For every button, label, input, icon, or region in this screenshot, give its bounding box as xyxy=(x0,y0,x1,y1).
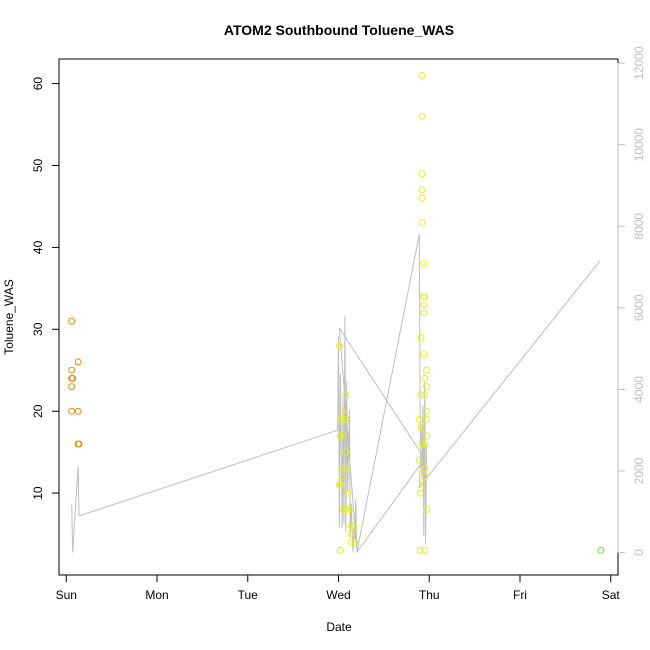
data-point-1-18 xyxy=(345,506,353,513)
x-tick-label-2: Tue xyxy=(238,588,259,602)
y-axis-right: 0 2000 4000 6000 8000 10000 12000 xyxy=(617,46,646,556)
y-tick-label-0: 10 xyxy=(31,486,45,500)
y2-tick-label-3: 6000 xyxy=(632,294,646,321)
data-point-1-34 xyxy=(418,112,426,120)
data-point-0-0 xyxy=(68,317,76,325)
data-point-1-55 xyxy=(423,432,430,440)
data-point-1-33 xyxy=(418,71,426,79)
x-tick-label-4: Thu xyxy=(419,588,440,602)
secondary-series-line xyxy=(71,234,601,553)
y2-tick-label-0: 0 xyxy=(632,549,646,556)
x-tick-label-5: Fri xyxy=(513,588,527,602)
x-tick-label-0: Sun xyxy=(56,588,77,602)
data-point-1-13 xyxy=(342,415,350,423)
data-point-1-26 xyxy=(416,489,424,497)
y2-tick-label-4: 8000 xyxy=(632,213,646,240)
data-point-1-25 xyxy=(415,456,423,464)
data-point-1-35 xyxy=(418,170,426,178)
chart-title: ATOM2 Southbound Toluene_WAS xyxy=(224,22,454,38)
data-point-1-50 xyxy=(421,546,429,554)
data-point-1-44 xyxy=(420,350,428,358)
data-point-1-22 xyxy=(350,522,358,530)
data-point-1-36 xyxy=(418,186,426,194)
data-point-1-45 xyxy=(421,374,429,382)
y-axis-label: Toluene_WAS xyxy=(2,279,16,355)
data-point-1-2 xyxy=(336,432,344,440)
data-point-1-20 xyxy=(347,530,355,538)
data-point-1-52 xyxy=(423,383,430,391)
data-point-0-6 xyxy=(74,358,82,366)
y2-tick-label-6: 12000 xyxy=(632,46,646,80)
plot-frame xyxy=(58,58,619,576)
y-tick-label-1: 20 xyxy=(31,404,45,418)
x-tick-label-6: Sat xyxy=(602,588,621,602)
data-point-1-54 xyxy=(423,415,430,423)
x-axis-label: Date xyxy=(326,620,352,634)
data-point-1-16 xyxy=(342,506,350,513)
data-point-1-23 xyxy=(351,538,359,546)
data-point-0-9 xyxy=(75,440,83,448)
data-point-1-48 xyxy=(421,465,429,472)
data-point-1-10 xyxy=(337,481,345,489)
data-point-1-9 xyxy=(338,473,346,481)
data-point-1-15 xyxy=(342,465,350,472)
data-point-1-27 xyxy=(416,546,424,554)
data-point-0-7 xyxy=(74,407,82,415)
data-point-1-49 xyxy=(421,473,429,481)
data-point-1-5 xyxy=(338,407,346,415)
y2-tick-label-2: 4000 xyxy=(632,376,646,403)
y-tick-label-2: 30 xyxy=(31,322,45,336)
data-point-1-21 xyxy=(347,538,355,546)
data-point-1-39 xyxy=(420,260,428,268)
secondary-line-layer xyxy=(71,234,601,553)
data-point-1-24 xyxy=(415,415,423,423)
x-tick-label-1: Mon xyxy=(145,588,168,602)
data-point-1-12 xyxy=(342,391,350,399)
y-tick-label-5: 60 xyxy=(31,77,45,91)
data-point-1-30 xyxy=(417,424,425,432)
data-point-1-47 xyxy=(421,440,429,448)
data-point-1-41 xyxy=(421,293,429,300)
data-point-1-8 xyxy=(339,465,347,472)
data-point-0-3 xyxy=(68,374,76,382)
data-point-1-4 xyxy=(336,546,344,554)
data-point-1-29 xyxy=(417,391,425,399)
data-point-2-0 xyxy=(597,546,605,554)
y-axis-left: 10 20 30 40 50 60 xyxy=(31,77,60,500)
data-point-1-7 xyxy=(339,432,347,440)
data-point-1-31 xyxy=(418,440,426,448)
data-point-1-14 xyxy=(342,448,350,456)
data-point-1-17 xyxy=(344,489,352,497)
data-point-1-46 xyxy=(421,391,429,399)
data-point-0-1 xyxy=(68,366,76,374)
x-axis: Sun Mon Tue Wed Thu Fri Sat xyxy=(56,574,621,602)
data-point-1-37 xyxy=(418,194,426,202)
data-point-1-56 xyxy=(423,506,430,513)
y2-tick-label-5: 10000 xyxy=(632,128,646,162)
data-point-1-32 xyxy=(418,481,426,489)
x-tick-label-3: Wed xyxy=(326,588,350,602)
data-point-1-38 xyxy=(418,219,426,227)
data-point-1-43 xyxy=(420,309,428,317)
data-point-1-42 xyxy=(420,301,428,309)
data-point-1-0 xyxy=(335,342,343,350)
points-layer xyxy=(68,71,605,554)
data-point-1-51 xyxy=(423,366,430,374)
y2-tick-label-1: 2000 xyxy=(632,457,646,484)
y-tick-label-4: 50 xyxy=(31,158,45,172)
data-point-1-28 xyxy=(417,334,425,341)
data-point-0-5 xyxy=(68,407,76,415)
data-point-0-4 xyxy=(68,383,76,391)
data-point-1-6 xyxy=(338,415,346,423)
data-point-1-19 xyxy=(347,522,355,530)
data-point-1-53 xyxy=(423,407,430,415)
y-tick-label-3: 40 xyxy=(31,240,45,254)
